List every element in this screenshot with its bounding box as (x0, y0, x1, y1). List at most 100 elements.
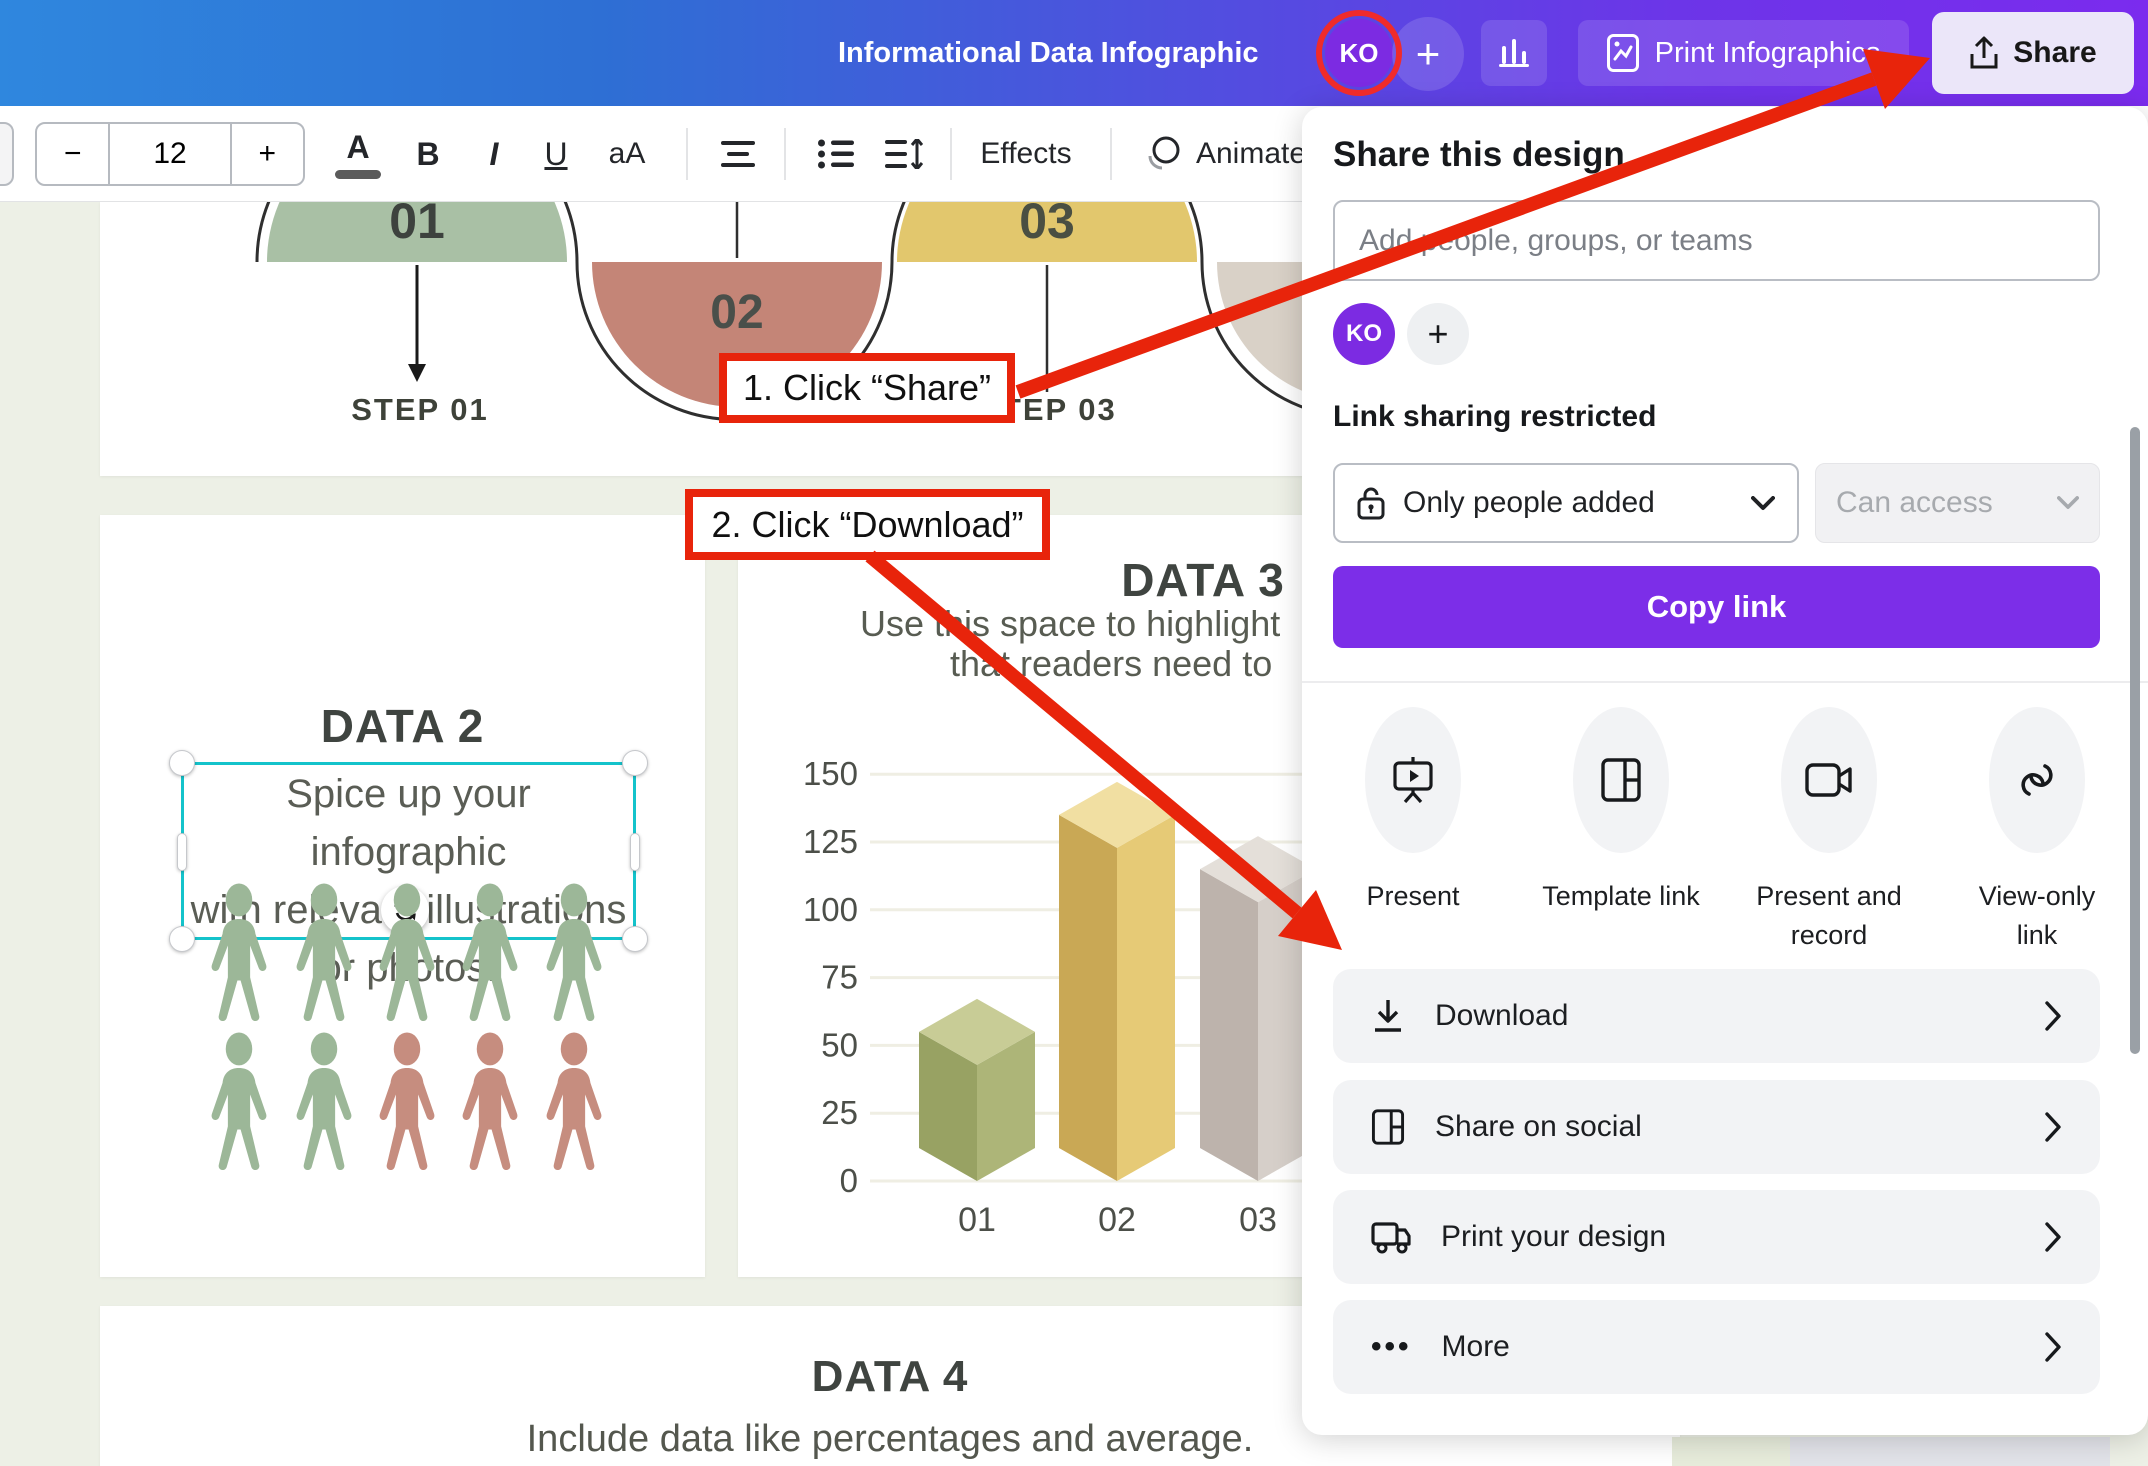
video-camera-icon (1805, 763, 1852, 797)
bar-stats-icon (1499, 39, 1529, 67)
download-row[interactable]: Download (1333, 969, 2100, 1063)
lock-icon (1357, 487, 1385, 520)
rotate-icon (394, 899, 416, 921)
alignment-icon (721, 141, 755, 167)
chevron-down-icon (2057, 496, 2079, 509)
person-figure (379, 1032, 435, 1171)
resize-handle-se[interactable] (622, 926, 648, 952)
print-product-icon (1606, 34, 1639, 72)
font-size-decrease-button[interactable]: − (63, 137, 82, 170)
svg-text:0: 0 (840, 1162, 858, 1199)
permission-dropdown[interactable]: Can access (1815, 463, 2100, 543)
design-title[interactable]: Informational Data Infographic (838, 36, 1259, 69)
toolbar-divider (686, 128, 688, 180)
share-panel: Share this design KO + Link sharing rest… (1302, 107, 2148, 1435)
data2-text-line1: Spice up your infographic (286, 772, 531, 874)
svg-text:125: 125 (803, 823, 858, 860)
step1-label: STEP 01 (351, 392, 489, 427)
share-on-social-row[interactable]: Share on social (1333, 1080, 2100, 1174)
toolbar-edge-fragment[interactable] (0, 122, 14, 186)
text-color-button[interactable]: A (328, 106, 388, 202)
print-infographics-button[interactable]: Print Infographics (1578, 20, 1909, 86)
link-icon (2021, 764, 2053, 796)
add-people-input[interactable] (1333, 200, 2100, 281)
list-button[interactable] (804, 106, 868, 202)
step1-shape[interactable] (267, 202, 567, 262)
bold-button[interactable]: B (416, 135, 440, 172)
step3-number: 03 (1019, 202, 1075, 249)
social-layout-icon (1371, 1109, 1405, 1145)
data4-subtitle: Include data like percentages and averag… (526, 1418, 1254, 1460)
svg-text:25: 25 (821, 1094, 858, 1131)
print-infographics-label: Print Infographics (1654, 36, 1881, 69)
alignment-button[interactable] (706, 106, 770, 202)
copy-link-button[interactable]: Copy link (1333, 566, 2100, 648)
rotate-handle[interactable] (381, 886, 429, 934)
template-link-action[interactable]: Template link (1522, 707, 1720, 955)
view-only-link-action[interactable]: View-only link (1938, 707, 2136, 955)
person-figure (296, 1032, 352, 1171)
step1-arrowhead (408, 364, 426, 382)
share-upload-icon (1970, 36, 1998, 69)
link-access-value: Only people added (1403, 486, 1655, 519)
share-panel-heading: Share this design (1333, 135, 1625, 174)
line-spacing-button[interactable] (872, 106, 936, 202)
animate-label: Animate (1195, 137, 1307, 170)
link-access-dropdown[interactable]: Only people added (1333, 463, 1799, 543)
effects-button[interactable]: Effects (980, 137, 1072, 170)
template-link-icon-circle (1573, 707, 1669, 853)
resize-handle-w[interactable] (177, 833, 187, 871)
print-your-design-row[interactable]: Print your design (1333, 1190, 2100, 1284)
view-only-icon-circle (1989, 707, 2085, 853)
panel-user-avatar[interactable]: KO (1333, 303, 1395, 365)
text-case-button[interactable]: aA (608, 137, 646, 170)
present-record-action[interactable]: Present and record (1730, 707, 1928, 955)
font-size-increase-button[interactable]: + (258, 137, 277, 170)
chevron-right-icon (2045, 1222, 2061, 1252)
panel-scrollbar[interactable] (2130, 427, 2140, 1054)
panel-divider (1302, 681, 2148, 683)
present-action[interactable]: Present (1314, 707, 1512, 955)
data2-text-line3: or photos. (319, 946, 498, 990)
svg-text:01: 01 (958, 1201, 996, 1239)
underline-button[interactable]: U (544, 135, 568, 172)
quick-actions-row: Present Template link Present and record (1314, 707, 2136, 955)
data2-heading: DATA 2 (320, 700, 485, 752)
present-icon (1393, 757, 1433, 803)
present-icon-circle (1365, 707, 1461, 853)
share-on-social-label: Share on social (1435, 1110, 1642, 1143)
share-button[interactable]: Share (1932, 12, 2134, 94)
data2-card[interactable]: DATA 2 Spice up your infographic with re… (100, 515, 705, 1277)
animate-button[interactable]: Animate (1130, 106, 1320, 202)
resize-handle-sw[interactable] (169, 926, 195, 952)
chevron-down-icon (1751, 495, 1775, 510)
print-your-design-label: Print your design (1441, 1220, 1667, 1253)
chevron-right-icon (2045, 1112, 2061, 1142)
canvas-gray-element (1790, 1437, 2110, 1466)
font-size-stepper: − 12 + (35, 122, 305, 186)
svg-text:150: 150 (803, 755, 858, 792)
line-spacing-icon (885, 139, 923, 169)
add-collaborator-button[interactable]: + (1392, 17, 1464, 91)
step1-number: 01 (389, 202, 445, 249)
toolbar-divider (950, 128, 952, 180)
person-figure (546, 1032, 602, 1171)
resize-handle-ne[interactable] (622, 750, 648, 776)
person-figure (211, 1032, 267, 1171)
resize-handle-e[interactable] (630, 833, 640, 871)
annotation-step2-box: 2. Click “Download” (685, 489, 1050, 560)
text-color-swatch (335, 170, 381, 179)
person-figure (462, 1032, 518, 1171)
panel-add-person-button[interactable]: + (1407, 303, 1469, 365)
animate-icon (1148, 136, 1180, 170)
share-button-label: Share (2013, 36, 2097, 69)
italic-button[interactable]: I (489, 135, 499, 172)
toolbar-divider (784, 128, 786, 180)
resize-handle-nw[interactable] (169, 750, 195, 776)
svg-text:75: 75 (821, 959, 858, 996)
text-color-label: A (346, 129, 370, 165)
insights-button[interactable] (1481, 20, 1547, 86)
avatar-highlight-ring (1316, 10, 1402, 96)
more-row[interactable]: ••• More (1333, 1300, 2100, 1394)
font-size-value[interactable]: 12 (108, 124, 232, 184)
